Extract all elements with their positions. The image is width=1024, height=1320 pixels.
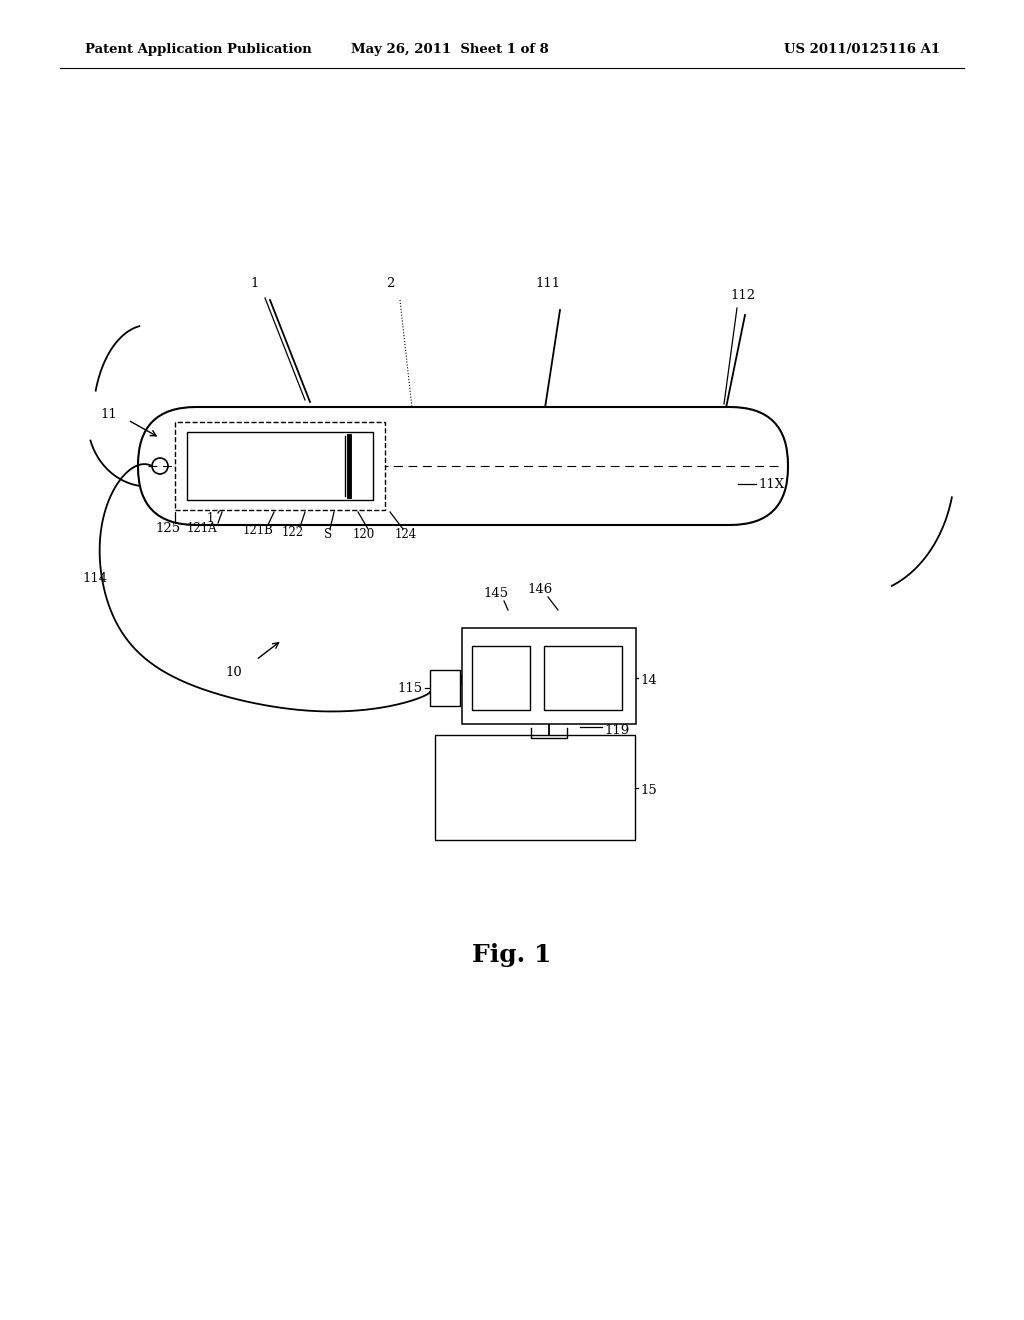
Text: 119: 119 [604,723,630,737]
Bar [544,645,622,710]
Text: 10: 10 [225,667,243,678]
Text: 120: 120 [353,528,375,541]
Text: 124: 124 [395,528,417,541]
Text: 113: 113 [175,429,201,441]
Text: 14: 14 [640,673,656,686]
Text: 122: 122 [282,525,304,539]
Bar [435,735,635,840]
Text: 146: 146 [527,583,553,597]
Text: 1: 1 [251,277,259,290]
Text: 15: 15 [640,784,656,796]
Text: 11: 11 [100,408,117,421]
Text: 112: 112 [730,289,755,302]
Text: May 26, 2011  Sheet 1 of 8: May 26, 2011 Sheet 1 of 8 [351,44,549,57]
Text: 111: 111 [536,277,560,290]
Text: 114: 114 [82,572,108,585]
Bar [175,422,385,510]
FancyBboxPatch shape [138,407,788,525]
Text: US 2011/0125116 A1: US 2011/0125116 A1 [784,44,940,57]
Text: Patent Application Publication: Patent Application Publication [85,44,311,57]
Bar [462,628,636,723]
Bar [472,645,530,710]
Text: Fig. 1: Fig. 1 [472,942,552,968]
Text: 145: 145 [483,587,509,601]
Text: 11X: 11X [758,478,784,491]
Text: 1: 1 [206,512,214,525]
Text: 125: 125 [156,521,180,535]
Text: 2: 2 [386,277,394,290]
Text: 121A: 121A [186,521,217,535]
Text: 121B: 121B [243,524,273,537]
Bar [187,432,373,500]
Text: 115: 115 [398,681,423,694]
Text: S: S [324,528,332,541]
Bar [430,671,460,706]
